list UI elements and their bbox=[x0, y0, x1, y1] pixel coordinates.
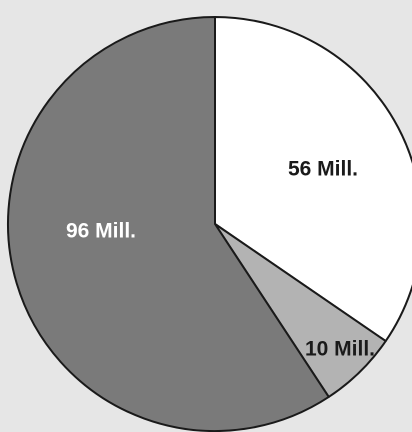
slice-label-56-mill: 56 Mill. bbox=[288, 158, 358, 181]
pie-labels: 56 Mill. 10 Mill. 96 Mill. bbox=[66, 158, 375, 361]
pie-slices bbox=[7, 16, 412, 432]
slice-label-10-mill: 10 Mill. bbox=[305, 338, 375, 361]
pie-slice-96-mill bbox=[7, 16, 330, 432]
slice-label-96-mill: 96 Mill. bbox=[66, 220, 136, 243]
